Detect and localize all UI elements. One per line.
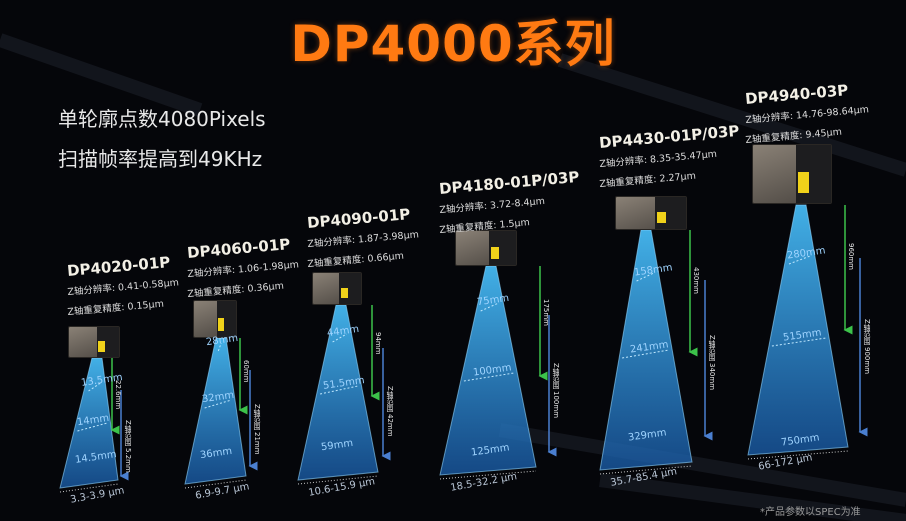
sensor-device	[752, 144, 832, 204]
laser-beam	[184, 337, 247, 485]
measuring-range-label: Z轴范围 900mm	[863, 318, 871, 374]
sensor-device	[193, 300, 237, 338]
baseline-dots	[599, 465, 693, 475]
laser-warning-label	[490, 247, 500, 259]
width-marker-line	[319, 385, 359, 395]
measuring-range-label: Z轴范围 100mm	[552, 362, 560, 418]
baseline-dots	[59, 483, 119, 493]
working-distance-label: 22.6mm	[114, 379, 122, 409]
width-marker-line	[204, 399, 232, 409]
width-marker-line	[88, 382, 101, 392]
measuring-range-label: Z轴范围 21mm	[253, 403, 261, 455]
laser-beam	[297, 304, 379, 481]
width-marker-line	[77, 422, 108, 432]
footnote: *产品参数以SPEC为准	[760, 507, 861, 518]
working-distance-label: 430mm	[692, 266, 700, 294]
subtitle-frame-rate: 扫描帧率提高到49KHz	[58, 147, 263, 171]
width-marker-line	[636, 272, 655, 282]
baseline-dots	[439, 470, 537, 480]
laser-beam	[439, 265, 537, 476]
laser-warning-label	[340, 287, 348, 299]
working-distance-label: 94mm	[374, 332, 382, 355]
laser-warning-label	[656, 212, 667, 224]
measuring-range-label: Z轴范围 42mm	[386, 385, 394, 437]
laser-beam	[599, 229, 693, 471]
laser-warning-label	[798, 172, 810, 193]
sensor-device	[312, 272, 362, 305]
baseline-dots	[297, 475, 379, 485]
width-marker-line	[217, 342, 222, 352]
sensor-device	[615, 196, 687, 230]
laser-beam	[59, 357, 119, 489]
measuring-range-label: Z轴范围 340mm	[708, 334, 716, 390]
width-marker-line	[463, 372, 515, 382]
laser-warning-label	[98, 341, 105, 352]
laser-beam	[747, 204, 849, 456]
working-distance-label: 960mm	[847, 242, 855, 270]
working-distance-label: 175mm	[542, 299, 550, 326]
width-marker-line	[332, 333, 347, 343]
measuring-range-label: Z轴范围 5.2mm	[124, 420, 132, 473]
laser-warning-label	[218, 317, 225, 331]
subtitle-points: 单轮廓点数4080Pixels	[58, 107, 266, 131]
width-marker-line	[480, 302, 499, 312]
width-marker-line	[771, 337, 826, 347]
sensor-device	[455, 230, 517, 266]
baseline-dots	[184, 479, 247, 489]
working-distance-label: 60mm	[242, 359, 250, 383]
floor-streaks	[0, 33, 906, 521]
sensor-device	[68, 326, 120, 358]
page-title: DP4000系列	[290, 15, 616, 73]
